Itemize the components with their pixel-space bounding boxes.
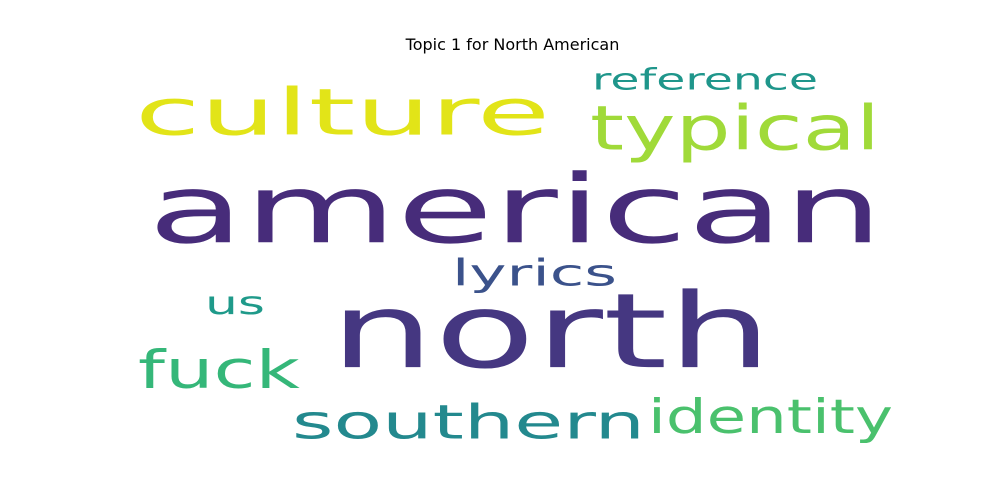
chart-title: Topic 1 for North American xyxy=(405,35,620,54)
word-fuck: fuck xyxy=(138,340,300,401)
word-culture: culture xyxy=(135,75,550,150)
word-typical: typical xyxy=(590,92,880,164)
word-southern: southern xyxy=(292,395,645,450)
word-identity: identity xyxy=(648,390,893,445)
word-us: us xyxy=(205,285,265,322)
word-american: american xyxy=(148,154,883,264)
word-north: north xyxy=(330,272,772,392)
word-reference: reference xyxy=(592,62,818,97)
word-lyrics: lyrics xyxy=(452,252,617,295)
